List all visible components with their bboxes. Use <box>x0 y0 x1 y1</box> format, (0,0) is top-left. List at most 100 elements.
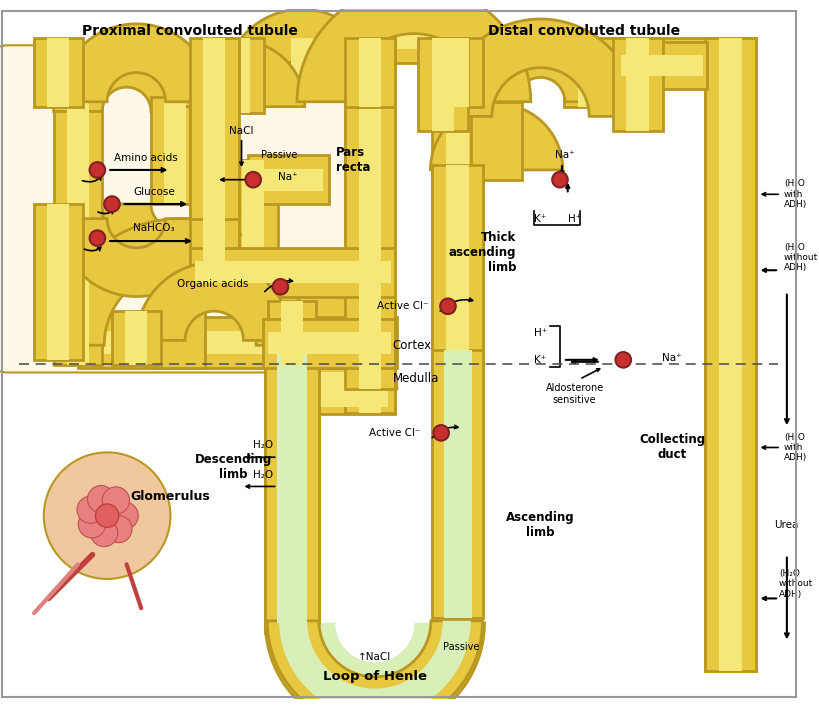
Polygon shape <box>296 623 454 702</box>
FancyBboxPatch shape <box>53 258 102 365</box>
FancyBboxPatch shape <box>359 38 382 364</box>
Circle shape <box>615 352 631 367</box>
FancyBboxPatch shape <box>618 42 707 89</box>
FancyBboxPatch shape <box>274 372 387 406</box>
Polygon shape <box>443 19 638 116</box>
Circle shape <box>96 504 119 527</box>
Circle shape <box>433 425 449 440</box>
FancyBboxPatch shape <box>345 38 396 107</box>
Text: ↑NaCl: ↑NaCl <box>358 652 391 662</box>
Circle shape <box>89 230 105 246</box>
Polygon shape <box>431 104 563 170</box>
FancyBboxPatch shape <box>446 165 469 365</box>
FancyBboxPatch shape <box>67 258 89 365</box>
FancyBboxPatch shape <box>432 38 483 107</box>
FancyBboxPatch shape <box>278 38 326 92</box>
FancyBboxPatch shape <box>48 204 70 360</box>
Polygon shape <box>468 29 613 102</box>
Text: Amino acids: Amino acids <box>114 153 178 163</box>
FancyBboxPatch shape <box>627 38 649 131</box>
FancyBboxPatch shape <box>719 38 742 671</box>
FancyBboxPatch shape <box>622 55 704 76</box>
Text: H₂O: H₂O <box>252 469 273 479</box>
FancyBboxPatch shape <box>467 38 517 107</box>
Circle shape <box>440 299 455 314</box>
Polygon shape <box>224 9 380 87</box>
Text: K⁺: K⁺ <box>534 355 546 365</box>
Polygon shape <box>102 204 248 277</box>
FancyBboxPatch shape <box>78 317 397 367</box>
FancyBboxPatch shape <box>67 97 89 263</box>
FancyBboxPatch shape <box>229 160 278 287</box>
FancyBboxPatch shape <box>281 302 303 365</box>
FancyBboxPatch shape <box>213 38 264 113</box>
Circle shape <box>88 486 115 513</box>
FancyBboxPatch shape <box>195 261 391 283</box>
FancyBboxPatch shape <box>265 364 319 632</box>
FancyBboxPatch shape <box>190 248 396 297</box>
Polygon shape <box>172 40 305 107</box>
Text: Passive: Passive <box>261 150 297 160</box>
FancyBboxPatch shape <box>203 204 225 282</box>
FancyBboxPatch shape <box>446 102 469 204</box>
Text: H₂O: H₂O <box>252 440 273 450</box>
Text: (H₂O
with
ADH): (H₂O with ADH) <box>784 179 808 209</box>
Circle shape <box>111 502 138 530</box>
FancyBboxPatch shape <box>432 102 483 204</box>
FancyBboxPatch shape <box>432 175 483 613</box>
Text: Urea: Urea <box>774 520 799 530</box>
FancyBboxPatch shape <box>705 38 756 671</box>
FancyBboxPatch shape <box>263 319 396 367</box>
FancyBboxPatch shape <box>446 38 469 107</box>
FancyBboxPatch shape <box>345 38 396 389</box>
FancyBboxPatch shape <box>444 360 472 611</box>
FancyBboxPatch shape <box>256 169 324 190</box>
FancyBboxPatch shape <box>268 332 391 354</box>
FancyBboxPatch shape <box>418 38 468 131</box>
FancyBboxPatch shape <box>345 346 396 413</box>
FancyBboxPatch shape <box>719 38 742 671</box>
Text: Passive: Passive <box>443 642 479 652</box>
Polygon shape <box>292 285 397 389</box>
Circle shape <box>104 196 120 212</box>
FancyBboxPatch shape <box>278 350 307 623</box>
FancyBboxPatch shape <box>446 175 469 613</box>
Circle shape <box>77 496 104 523</box>
FancyBboxPatch shape <box>203 38 225 219</box>
Text: (H₂O
without
ADH): (H₂O without ADH) <box>784 243 818 273</box>
FancyBboxPatch shape <box>291 38 313 92</box>
FancyBboxPatch shape <box>345 38 396 364</box>
FancyBboxPatch shape <box>278 364 307 628</box>
Polygon shape <box>265 623 485 708</box>
Text: (H₂O
without
ADH): (H₂O without ADH) <box>779 569 813 599</box>
Text: Thick
ascending
limb: Thick ascending limb <box>449 232 516 274</box>
Circle shape <box>552 172 568 188</box>
Text: Ascending
limb: Ascending limb <box>506 511 575 539</box>
FancyBboxPatch shape <box>481 38 503 107</box>
FancyBboxPatch shape <box>151 97 200 204</box>
FancyBboxPatch shape <box>48 38 70 107</box>
FancyBboxPatch shape <box>268 302 316 365</box>
FancyBboxPatch shape <box>265 364 319 413</box>
Text: Glomerulus: Glomerulus <box>130 490 210 503</box>
Text: Descending
limb: Descending limb <box>195 453 273 481</box>
FancyBboxPatch shape <box>190 204 238 282</box>
Circle shape <box>44 452 170 579</box>
FancyBboxPatch shape <box>280 364 304 413</box>
FancyBboxPatch shape <box>563 38 614 107</box>
Polygon shape <box>58 24 215 102</box>
FancyBboxPatch shape <box>589 38 705 88</box>
FancyBboxPatch shape <box>0 45 356 372</box>
Polygon shape <box>136 263 292 341</box>
Text: Distal convoluted tubule: Distal convoluted tubule <box>488 23 681 38</box>
FancyBboxPatch shape <box>53 97 102 263</box>
Polygon shape <box>53 38 200 112</box>
Text: Collecting
duct: Collecting duct <box>639 433 705 462</box>
Text: Loop of Henle: Loop of Henle <box>323 670 427 683</box>
FancyBboxPatch shape <box>34 38 83 107</box>
Text: H⁺: H⁺ <box>534 328 547 338</box>
Text: Na⁺: Na⁺ <box>555 150 575 160</box>
Polygon shape <box>297 0 531 102</box>
Text: Cortex: Cortex <box>392 339 432 352</box>
Text: Na⁺: Na⁺ <box>663 353 682 363</box>
